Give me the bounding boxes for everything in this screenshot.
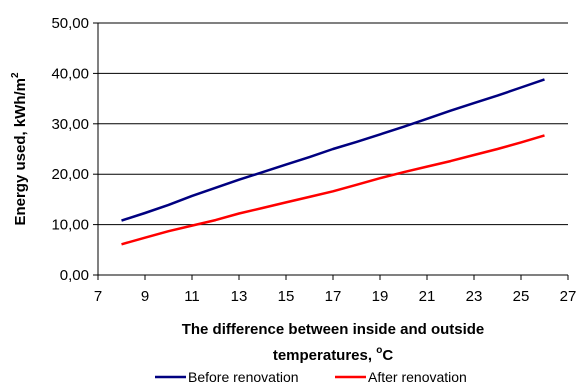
x-axis-title-unit: C <box>382 347 393 364</box>
gridlines <box>98 22 568 226</box>
y-tick-label: 30,00 <box>51 116 89 133</box>
y-tick-label: 0,00 <box>60 267 89 284</box>
y-tick-label: 20,00 <box>51 166 89 183</box>
y-axis-title-text: Energy used, kWh/m <box>12 78 29 226</box>
y-tick-label: 50,00 <box>51 15 89 32</box>
x-axis-title-line2: temperatures, oC <box>273 345 393 364</box>
y-axis-title: Energy used, kWh/m2 <box>10 72 29 226</box>
y-axis-ticks: 0,00 10,00 20,00 30,00 40,00 50,00 <box>51 15 98 284</box>
x-tick-label: 11 <box>184 288 200 305</box>
x-axis-ticks: 7 9 11 13 15 17 19 21 23 25 27 <box>94 275 577 305</box>
x-tick-label: 19 <box>372 288 389 305</box>
y-tick-label: 40,00 <box>51 65 89 82</box>
legend-label-before: Before renovation <box>188 369 299 385</box>
x-axis-title-unit-sup: o <box>376 345 382 356</box>
x-tick-label: 9 <box>141 288 149 305</box>
y-axis-title-sup: 2 <box>10 72 21 78</box>
legend: Before renovation After renovation <box>155 369 467 385</box>
series-group <box>121 78 545 246</box>
x-axis-title-line2-text: temperatures, <box>273 347 376 364</box>
x-tick-label: 27 <box>560 288 577 305</box>
x-tick-label: 21 <box>419 288 436 305</box>
x-tick-label: 25 <box>513 288 530 305</box>
y-tick-label: 10,00 <box>51 217 89 234</box>
x-tick-label: 7 <box>94 288 102 305</box>
x-tick-label: 17 <box>325 288 342 305</box>
x-tick-label: 13 <box>231 288 248 305</box>
series-line-before-renovation <box>121 78 545 222</box>
x-axis-title-line1: The difference between inside and outsid… <box>182 321 485 338</box>
legend-label-after: After renovation <box>368 369 467 385</box>
x-tick-label: 15 <box>278 288 295 305</box>
series-line-after-renovation <box>121 134 545 246</box>
x-tick-label: 23 <box>466 288 483 305</box>
